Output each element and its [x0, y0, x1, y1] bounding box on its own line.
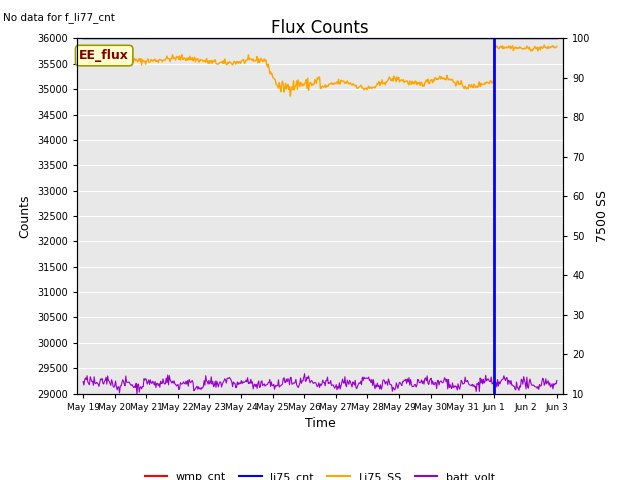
- Text: No data for f_li77_cnt: No data for f_li77_cnt: [3, 12, 115, 23]
- Legend: wmp_cnt, li75_cnt, Li75_SS, batt_volt: wmp_cnt, li75_cnt, Li75_SS, batt_volt: [140, 468, 500, 480]
- Title: Flux Counts: Flux Counts: [271, 19, 369, 37]
- Y-axis label: Counts: Counts: [19, 194, 31, 238]
- Y-axis label: 7500 SS: 7500 SS: [596, 190, 609, 242]
- X-axis label: Time: Time: [305, 417, 335, 430]
- Text: EE_flux: EE_flux: [79, 49, 129, 62]
